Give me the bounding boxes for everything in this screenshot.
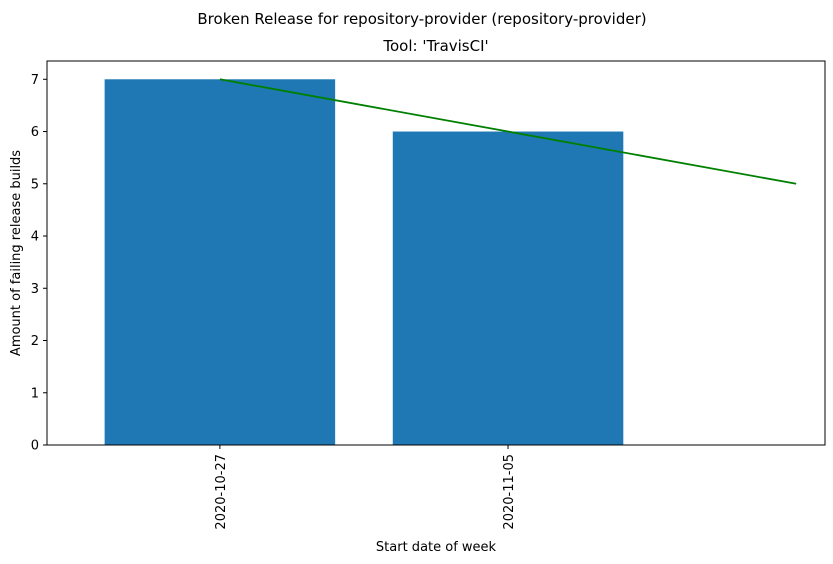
bar-2020-10-27 (104, 79, 336, 446)
trend-line (219, 78, 797, 185)
y-tick-label-0: 0 (31, 439, 39, 454)
y-axis-label: Amount of failing release builds (9, 150, 24, 356)
y-tick-label-1: 1 (31, 386, 39, 401)
x-axis-label: Start date of week (376, 540, 497, 555)
x-tick-label-2020-10-27: 2020-10-27 (214, 454, 229, 530)
x-tick-label-2020-11-05: 2020-11-05 (502, 454, 517, 530)
chart-title: Tool: 'TravisCI' (382, 37, 488, 55)
chart-suptitle: Broken Release for repository-provider (… (197, 10, 646, 28)
y-tick-label-5: 5 (31, 177, 39, 192)
axes-frame (46, 60, 826, 446)
y-tick-label-3: 3 (31, 282, 39, 297)
bar-2020-11-05 (392, 131, 624, 445)
y-tick-label-4: 4 (31, 230, 39, 245)
y-tick-label-2: 2 (31, 334, 39, 349)
y-tick-label-6: 6 (31, 125, 39, 140)
plot-area: 0 1 2 3 4 5 6 7 2020-10-27 2020-11-05 (31, 60, 826, 530)
y-tick-label-7: 7 (31, 73, 39, 88)
